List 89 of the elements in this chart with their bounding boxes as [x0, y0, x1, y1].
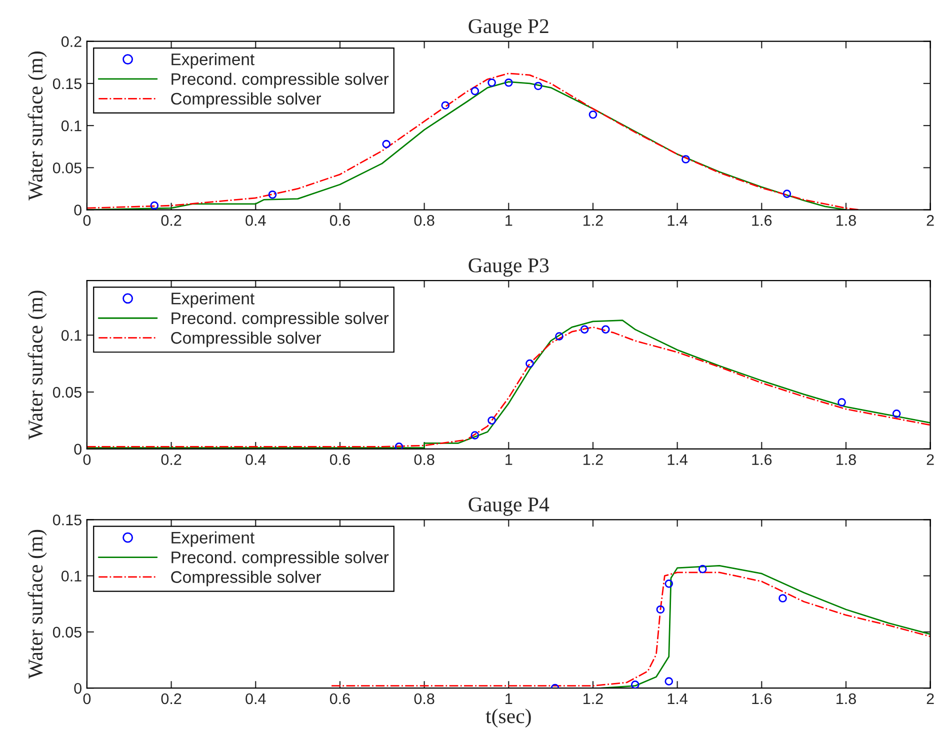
x-tick-label: 1.4	[668, 215, 688, 226]
y-tick-label: 0.1	[61, 330, 82, 341]
point	[441, 101, 450, 110]
y-tick-label: 0	[74, 204, 82, 216]
x-tick-label: 1.8	[836, 693, 856, 704]
x-tick-label: 1.8	[836, 215, 856, 226]
x-tick-label: 0.6	[330, 454, 350, 466]
point	[470, 86, 480, 96]
chart-title: Gauge P4	[468, 498, 550, 516]
chart-title: Gauge P2	[468, 19, 548, 38]
x-tick-label: 0.4	[246, 215, 266, 226]
point	[150, 201, 159, 210]
chart-title: Gauge P3	[468, 258, 549, 277]
x-tick-label: 0.8	[414, 454, 434, 466]
point	[698, 564, 707, 574]
y-tick-label: 0.1	[61, 120, 82, 132]
legend-label: Experiment	[172, 531, 254, 547]
y-tick-label: 0.05	[52, 626, 82, 638]
point	[682, 155, 690, 164]
point	[382, 140, 391, 148]
legend-label: Experiment	[172, 292, 254, 308]
x-tick-label: 1.6	[752, 454, 772, 466]
point	[526, 359, 534, 368]
y-axis-title: Water surface (m)	[28, 530, 47, 679]
point	[268, 190, 277, 199]
x-tick-label: 1.6	[752, 693, 772, 704]
point	[504, 78, 513, 87]
point	[470, 431, 480, 440]
x-tick-label: 1.2	[584, 693, 603, 704]
y-tick-label: 0.2	[61, 36, 82, 48]
x-tick-label: 0.2	[161, 693, 182, 704]
x-tick-label: 0.4	[246, 693, 266, 704]
x-tick-label: 2	[926, 454, 934, 465]
point	[588, 110, 598, 119]
y-axis-title: Water surface (m)	[28, 52, 47, 200]
y-tick-label: 0.05	[52, 162, 82, 174]
point	[838, 398, 846, 406]
x-tick-label: 1.4	[668, 694, 688, 704]
x-tick-label: 0	[83, 693, 91, 704]
x-tick-label: 0.2	[161, 215, 182, 226]
y-tick-label: 0	[74, 444, 82, 455]
point	[664, 579, 674, 588]
legend-label: Precond. compressible solver	[172, 551, 389, 567]
y-tick-label: 0.1	[61, 570, 82, 582]
x-tick-label: 1.2	[584, 454, 603, 465]
x-tick-label: 1	[506, 694, 512, 704]
legend-label: Precond. compressible solver	[172, 312, 389, 328]
y-axis-title: Water surface (m)	[28, 290, 47, 440]
x-tick-label: 1	[506, 215, 512, 226]
x-tick-label: 2	[926, 693, 934, 704]
legend-label: Compressible solver	[171, 570, 321, 586]
line-series	[600, 565, 930, 688]
x-tick-label: 1.4	[668, 454, 688, 465]
x-tick-label: 0	[83, 454, 91, 466]
x-axis-title: t(sec)	[486, 708, 531, 728]
x-tick-label: 0.8	[414, 215, 434, 226]
point	[488, 78, 496, 87]
point	[664, 677, 674, 686]
y-tick-label: 0.05	[52, 386, 82, 398]
x-tick-label: 1	[506, 454, 512, 465]
point	[580, 325, 589, 334]
y-tick-label: 0.15	[52, 514, 82, 526]
point	[630, 680, 640, 688]
point	[488, 416, 496, 425]
x-tick-label: 0.6	[330, 215, 350, 226]
legend-label: Compressible solver	[171, 332, 321, 348]
point	[534, 82, 542, 90]
x-tick-label: 0.4	[246, 454, 266, 466]
x-tick-label: 0.2	[161, 454, 182, 466]
point	[892, 409, 901, 418]
y-tick-label: 0.15	[52, 78, 82, 90]
x-tick-label: 2	[926, 215, 934, 226]
point	[601, 325, 610, 334]
x-tick-label: 1.6	[752, 215, 772, 226]
x-tick-label: 1.8	[836, 454, 856, 466]
x-tick-label: 0	[83, 215, 91, 226]
point	[656, 605, 665, 614]
x-tick-label: 1.2	[584, 215, 603, 226]
point	[778, 594, 787, 602]
x-tick-label: 0.8	[414, 693, 434, 704]
x-tick-label: 0.6	[330, 693, 350, 704]
y-tick-label: 0	[74, 682, 82, 694]
legend-label: Experiment	[172, 53, 254, 69]
point	[782, 190, 792, 198]
legend-label: Precond. compressible solver	[172, 72, 389, 88]
point	[555, 332, 564, 340]
legend-label: Compressible solver	[171, 92, 321, 108]
line-series	[330, 572, 930, 687]
point	[394, 442, 404, 449]
